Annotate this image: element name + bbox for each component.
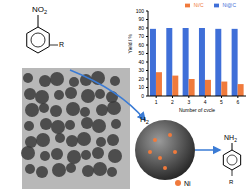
svg-text:2: 2 <box>171 99 174 105</box>
svg-text:1: 1 <box>155 99 158 105</box>
svg-text:H2: H2 <box>140 115 149 125</box>
svg-text:6: 6 <box>236 99 239 105</box>
svg-text:Ni: Ni <box>184 180 191 187</box>
svg-text:10: 10 <box>138 84 144 90</box>
svg-text:NH2: NH2 <box>224 134 237 143</box>
svg-text:100: 100 <box>136 8 145 14</box>
html-text:Ni@C: Ni@C <box>222 2 236 8</box>
svg-text:80: 80 <box>138 25 144 31</box>
svg-text:50: 50 <box>138 50 144 56</box>
svg-text:R: R <box>229 179 234 185</box>
svg-text:Number of cycle: Number of cycle <box>179 107 215 112</box>
svg-text:3: 3 <box>187 99 190 105</box>
svg-text:40: 40 <box>138 59 144 65</box>
svg-text:20: 20 <box>138 76 144 82</box>
svg-text:4: 4 <box>204 99 207 105</box>
svg-text:70: 70 <box>138 33 144 39</box>
html-text:Ni/C: Ni/C <box>193 2 204 8</box>
svg-text:R: R <box>59 41 64 48</box>
svg-text:5: 5 <box>220 99 223 105</box>
svg-text:0: 0 <box>141 93 144 99</box>
svg-text:NO2: NO2 <box>32 5 47 15</box>
svg-text:Yield / %: Yield / % <box>128 33 133 53</box>
svg-text:30: 30 <box>138 67 144 73</box>
svg-text:60: 60 <box>138 42 144 48</box>
svg-text:90: 90 <box>138 16 144 22</box>
